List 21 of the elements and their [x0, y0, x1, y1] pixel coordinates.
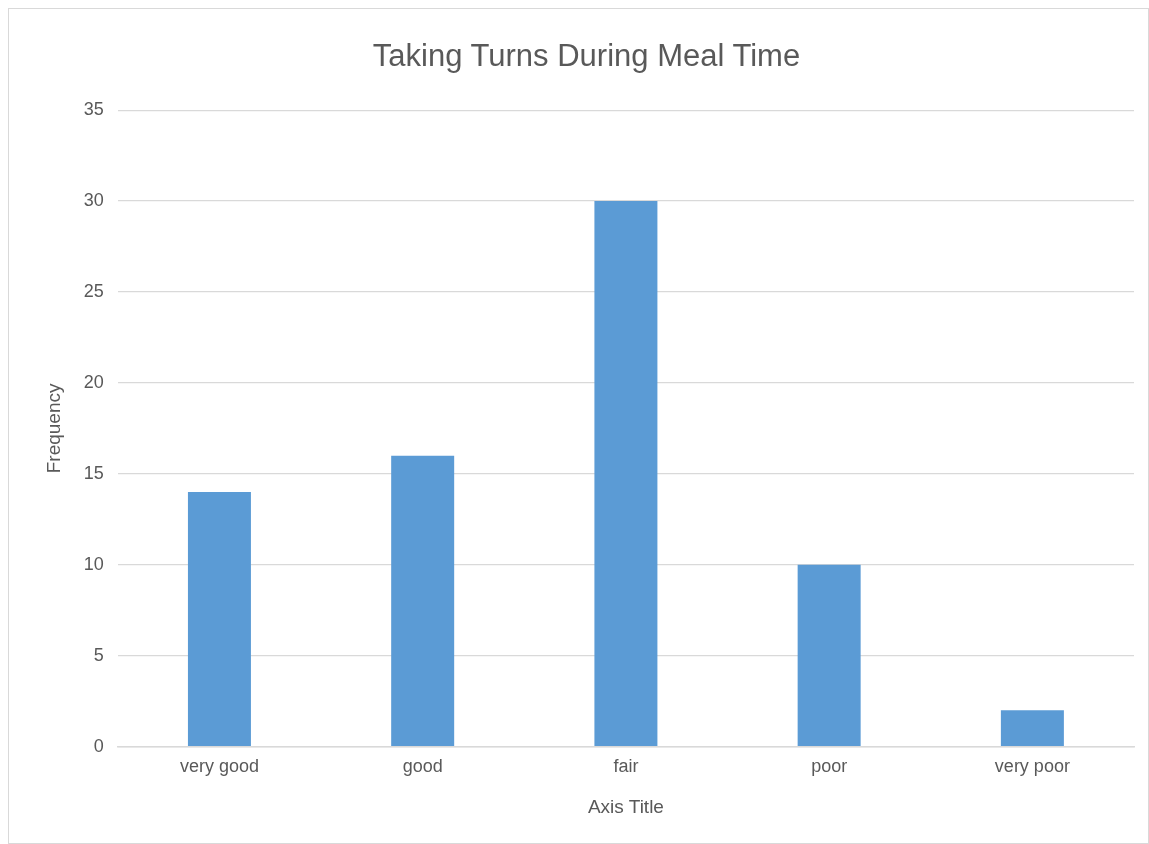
y-tick-label: 0 [93, 735, 104, 756]
x-axis-title: Axis Title [587, 795, 664, 817]
y-tick-label: 35 [83, 99, 104, 120]
y-tick-label: 15 [83, 462, 104, 483]
x-tick-label: poor [811, 756, 848, 777]
y-tick-label: 10 [83, 553, 104, 574]
x-tick-label: good [402, 756, 443, 777]
y-tick-label: 25 [83, 281, 104, 301]
x-tick-label: fair [613, 756, 639, 777]
bar [797, 564, 861, 746]
chart-title: Taking Turns During Meal Time [372, 38, 801, 74]
y-tick-label: 20 [83, 371, 104, 392]
y-tick-label: 5 [93, 644, 104, 665]
bar [187, 492, 251, 746]
bar [391, 455, 455, 746]
y-tick-label: 30 [83, 190, 104, 211]
x-tick-label: very poor [994, 756, 1070, 777]
y-axis-title: Frequency [42, 383, 64, 474]
x-tick-label: very good [179, 756, 259, 777]
bar [594, 201, 658, 746]
bar [1000, 710, 1064, 746]
